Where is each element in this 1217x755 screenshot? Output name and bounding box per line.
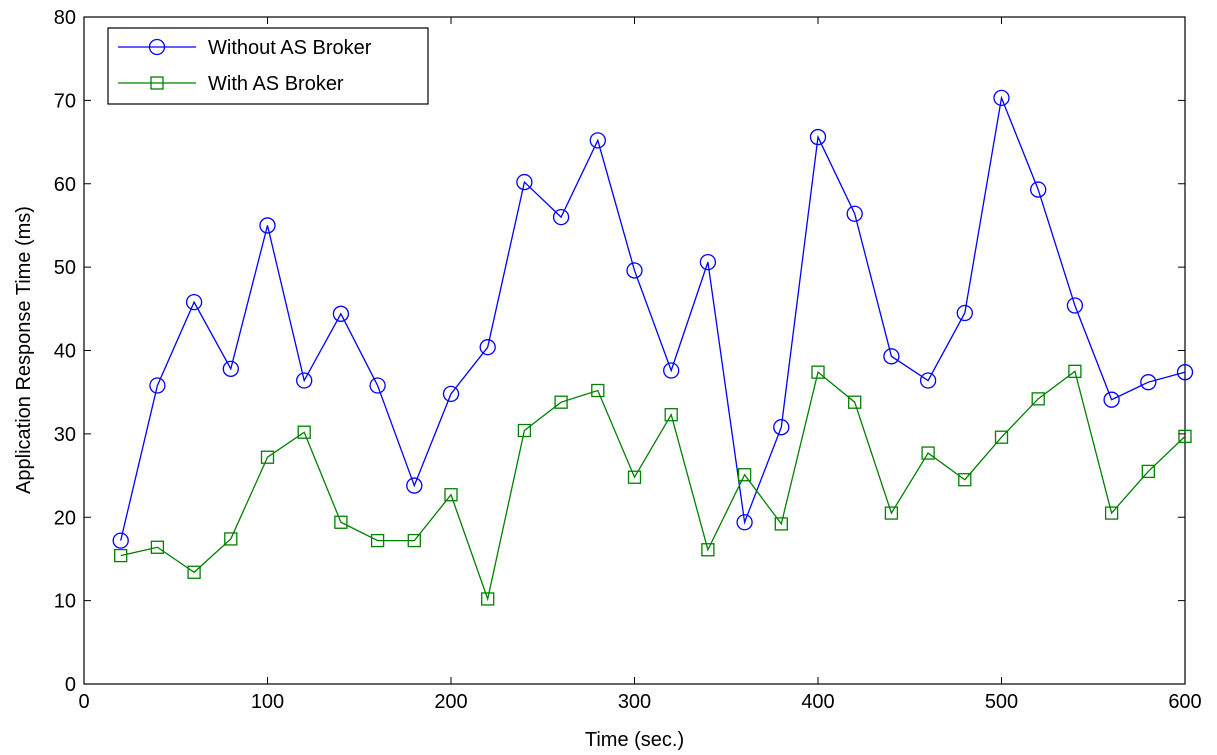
x-tick-label: 300 [618,691,651,713]
square-marker [370,533,385,548]
square-marker [114,548,128,563]
circle-marker [883,348,900,365]
series-1 [114,364,1192,606]
square-marker [958,473,972,487]
circle-marker [846,205,863,222]
series-0 [112,89,1194,549]
square-marker [517,423,532,438]
circle-marker [919,372,937,389]
circle-marker [699,253,717,271]
y-axis-title: Application Response Time (ms) [13,206,35,494]
x-tick-label: 100 [251,691,284,713]
series-layer [112,89,1194,606]
circle-marker [369,377,386,394]
y-tick-label: 80 [54,7,76,29]
square-marker [701,543,715,557]
x-tick-label: 600 [1168,691,1201,713]
circle-marker [993,89,1010,107]
legend-marker [148,38,166,56]
y-tick-label: 30 [54,424,76,446]
circle-marker [1066,297,1084,314]
circle-marker [479,339,496,356]
x-tick-label: 200 [434,691,467,713]
series-line [120,95,1186,541]
y-tick-label: 50 [54,257,76,279]
square-marker [481,592,495,606]
circle-marker [332,305,350,322]
square-marker [554,395,568,409]
axis-ticks: 0 100 200 300 400 500 600 0 10 20 30 40 50 60 70 80 [54,7,1202,713]
square-marker [811,365,825,379]
circle-marker [259,217,276,234]
y-tick-label: 60 [54,174,76,196]
y-tick-label: 10 [54,591,76,613]
x-tick-label: 400 [801,691,834,713]
circle-marker [222,360,239,377]
square-marker [884,506,899,520]
legend: Without AS Broker With AS Broker [107,27,429,105]
legend-label: Without AS Broker [208,37,372,59]
circle-marker [1176,364,1194,381]
square-marker [444,488,458,502]
square-marker [187,565,201,579]
square-marker [334,515,348,529]
y-tick-label: 70 [54,90,76,112]
circle-marker [1140,374,1157,391]
circle-marker [736,514,753,531]
square-marker [224,532,238,546]
legend-label: With AS Broker [208,73,344,95]
square-marker [1104,506,1119,520]
square-marker [1068,364,1082,378]
circle-marker [112,532,129,549]
circle-marker [956,304,973,322]
x-tick-label: 500 [985,691,1018,713]
square-marker [591,383,605,398]
circle-marker [773,419,790,436]
x-axis-title: Time (sec.) [585,729,684,751]
square-marker [627,470,642,484]
circle-marker [552,208,570,226]
square-marker [1178,429,1192,444]
square-marker [1031,392,1045,406]
circle-marker [442,385,460,403]
square-marker [297,425,311,439]
circle-marker [296,372,313,389]
circle-marker [589,132,606,149]
circle-marker [406,477,423,494]
circle-marker [809,128,827,146]
legend-marker [150,76,164,90]
square-marker [1141,464,1155,479]
circle-marker [149,377,166,394]
square-marker [921,446,935,460]
square-marker [848,395,862,409]
square-marker [150,540,165,554]
x-tick-label: 0 [78,691,89,713]
square-marker [737,468,752,482]
y-tick-label: 0 [65,674,76,696]
circle-marker [516,173,533,191]
circle-marker [185,293,203,311]
circle-marker [626,262,643,279]
circle-marker [1030,181,1047,198]
y-tick-label: 40 [54,341,76,363]
circle-marker [1103,391,1120,408]
square-marker [994,430,1009,444]
circle-marker [663,362,680,379]
square-marker [260,450,275,464]
y-tick-label: 20 [54,507,76,529]
square-marker [407,533,421,548]
square-marker [664,408,678,422]
plot-area [83,16,1186,685]
square-marker [774,517,788,531]
